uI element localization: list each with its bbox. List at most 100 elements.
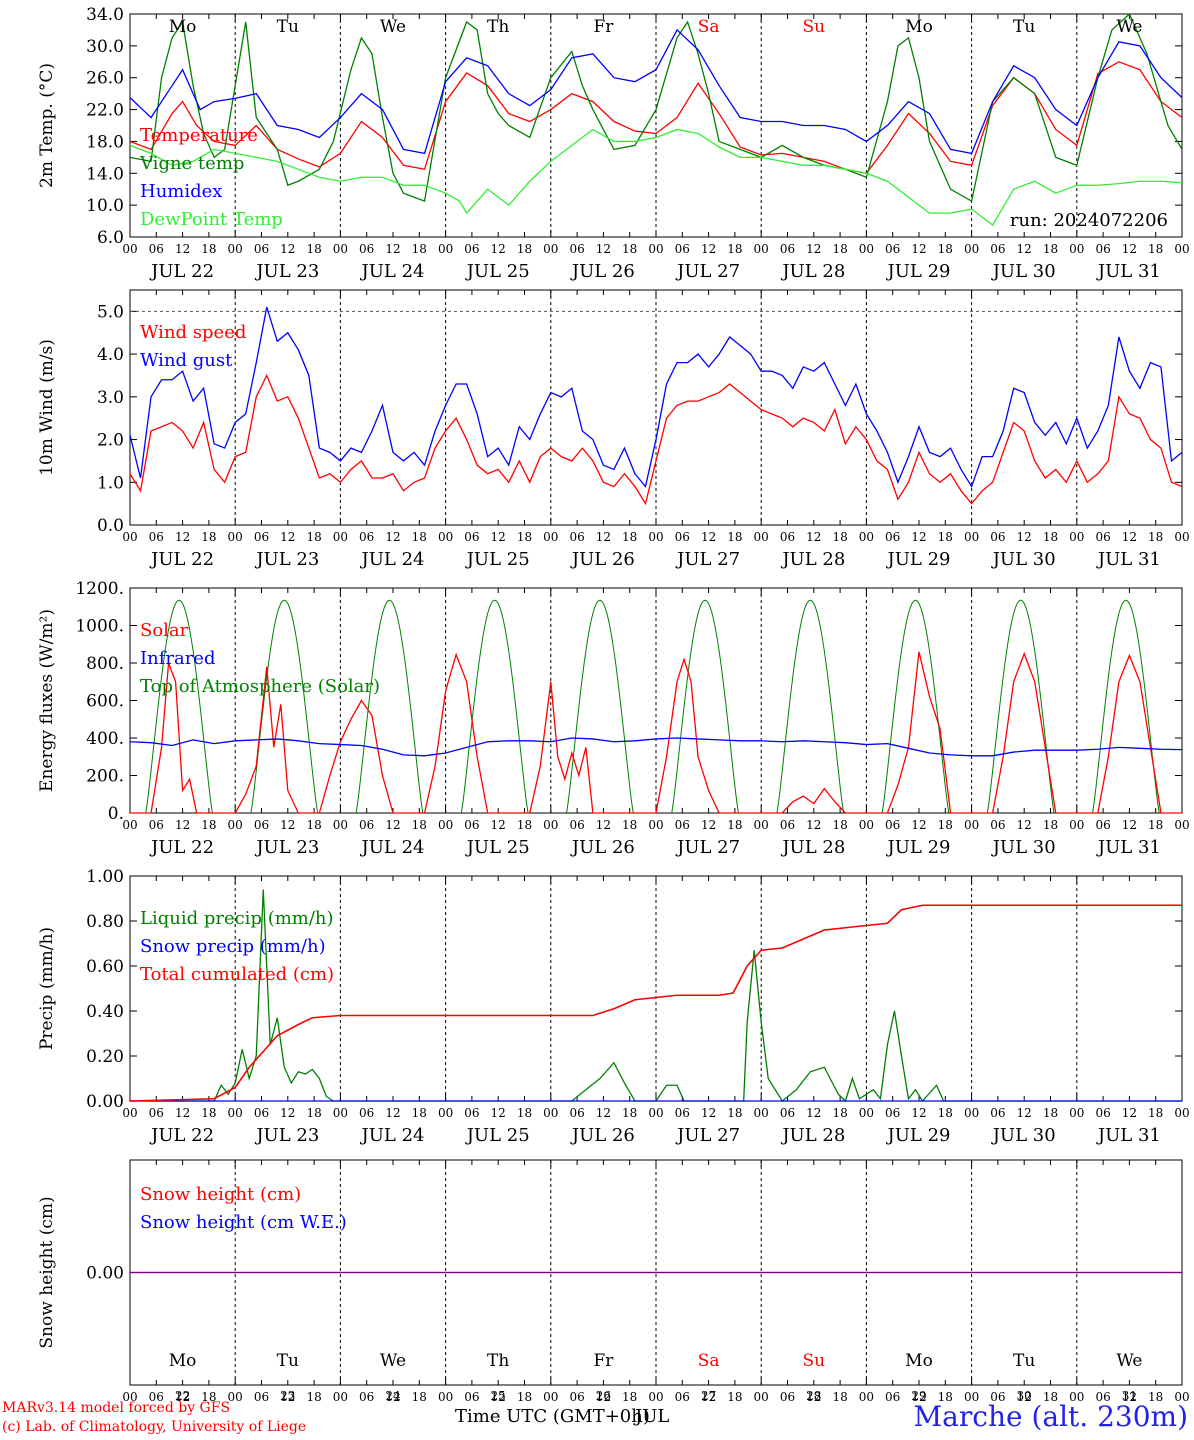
hour-tick-label: 06 [1095, 530, 1110, 544]
day-name-bottom: Tu [277, 1351, 299, 1371]
hour-tick-label: 12 [806, 1106, 821, 1120]
date-label: JUL 23 [254, 261, 319, 282]
series-line-0 [130, 651, 1182, 814]
date-label: JUL 29 [886, 549, 951, 570]
hour-tick-label: 06 [569, 530, 584, 544]
hour-tick-label: 06 [780, 242, 795, 256]
legend-label: Wind gust [140, 350, 233, 371]
hour-tick-label: 06 [780, 818, 795, 832]
date-label: JUL 27 [675, 549, 740, 570]
legend-label: Wind speed [140, 322, 246, 343]
hour-tick-label: 06 [885, 530, 900, 544]
day-name-bottom: Tu [1013, 1351, 1035, 1371]
date-label: JUL 25 [465, 837, 530, 858]
day-name-bottom: Mo [905, 1351, 933, 1371]
y-axis-label: Precip (mm/h) [37, 927, 57, 1050]
y-tick-label: 10.0 [86, 196, 124, 216]
hour-tick-label: 00 [333, 818, 348, 832]
hour-tick-label: 00 [1174, 1390, 1189, 1404]
hour-tick-label: 00 [1069, 530, 1084, 544]
date-label: JUL 26 [570, 549, 635, 570]
date-label: JUL 31 [1096, 549, 1161, 570]
y-tick-label: 4.0 [97, 345, 124, 365]
toa-solar-curve [881, 599, 950, 814]
hour-tick-label: 00 [1174, 530, 1189, 544]
hour-tick-label: 00 [648, 1390, 663, 1404]
hour-tick-label: 06 [149, 1106, 164, 1120]
toa-solar-curve [355, 599, 424, 814]
hour-tick-label: 18 [727, 818, 742, 832]
hour-tick-label: 06 [254, 818, 269, 832]
date-label: JUL 30 [991, 1125, 1056, 1146]
day-name-bottom: We [380, 1351, 406, 1371]
hour-tick-label: 18 [412, 530, 427, 544]
legend-label: Liquid precip (mm/h) [140, 908, 334, 929]
hour-tick-label: 12 [1017, 530, 1032, 544]
y-tick-label: 800. [86, 654, 124, 674]
date-label: JUL 23 [254, 549, 319, 570]
day-name-top: Mo [169, 17, 197, 37]
hour-tick-label: 12 [806, 818, 821, 832]
hour-tick-label: 18 [622, 530, 637, 544]
day-name-top: Tu [1013, 17, 1035, 37]
date-label: JUL 29 [886, 1125, 951, 1146]
hour-tick-label: 12 [806, 1390, 821, 1404]
day-name-top: We [1116, 17, 1142, 37]
hour-tick-label: 18 [622, 1106, 637, 1120]
series-line-0 [129, 61, 1183, 174]
hour-tick-label: 18 [832, 242, 847, 256]
hour-tick-label: 00 [122, 242, 137, 256]
y-tick-label: 14.0 [86, 164, 124, 184]
date-label: JUL 25 [465, 1125, 530, 1146]
y-tick-label: 600. [86, 692, 124, 712]
hour-tick-label: 06 [1095, 1390, 1110, 1404]
hour-tick-label: 18 [201, 1106, 216, 1120]
hour-tick-label: 18 [727, 1390, 742, 1404]
hour-tick-label: 18 [517, 530, 532, 544]
hour-tick-label: 06 [569, 242, 584, 256]
hour-tick-label: 06 [464, 530, 479, 544]
hour-tick-label: 06 [990, 1390, 1005, 1404]
hour-tick-label: 12 [280, 1390, 295, 1404]
hour-tick-label: 12 [596, 818, 611, 832]
day-name-bottom: Th [487, 1351, 509, 1371]
hour-tick-label: 12 [911, 1106, 926, 1120]
hour-tick-label: 12 [280, 818, 295, 832]
hour-tick-label: 00 [859, 242, 874, 256]
hour-tick-label: 06 [149, 242, 164, 256]
date-label: JUL 23 [254, 1125, 319, 1146]
hour-tick-label: 18 [727, 530, 742, 544]
hour-tick-label: 00 [754, 818, 769, 832]
hour-tick-label: 06 [675, 818, 690, 832]
hour-tick-label: 18 [306, 242, 321, 256]
hour-tick-label: 00 [228, 818, 243, 832]
hour-tick-label: 06 [254, 1106, 269, 1120]
hour-tick-label: 12 [1122, 1390, 1137, 1404]
hour-tick-label: 18 [201, 242, 216, 256]
hour-tick-label: 00 [648, 530, 663, 544]
hour-tick-label: 00 [964, 530, 979, 544]
hour-tick-label: 18 [727, 242, 742, 256]
hour-tick-label: 12 [385, 530, 400, 544]
station-title: Marche (alt. 230m) [913, 1400, 1188, 1433]
hour-tick-label: 12 [175, 818, 190, 832]
hour-tick-label: 00 [228, 242, 243, 256]
hour-tick-label: 06 [885, 818, 900, 832]
hour-tick-label: 00 [333, 242, 348, 256]
hour-tick-label: 06 [1095, 1106, 1110, 1120]
day-name-bottom: Su [802, 1351, 825, 1371]
hour-tick-label: 18 [622, 242, 637, 256]
hour-tick-label: 06 [359, 242, 374, 256]
hour-tick-label: 12 [175, 530, 190, 544]
hour-tick-label: 18 [306, 1106, 321, 1120]
date-label: JUL 28 [780, 549, 845, 570]
hour-tick-label: 00 [122, 818, 137, 832]
hour-tick-label: 06 [1095, 242, 1110, 256]
series-line-2 [129, 28, 1183, 155]
hour-tick-label: 12 [806, 530, 821, 544]
hour-tick-label: 00 [754, 1106, 769, 1120]
hour-tick-label: 00 [859, 1390, 874, 1404]
hour-tick-label: 06 [990, 530, 1005, 544]
hour-tick-label: 06 [464, 1390, 479, 1404]
date-label: JUL 26 [570, 1125, 635, 1146]
